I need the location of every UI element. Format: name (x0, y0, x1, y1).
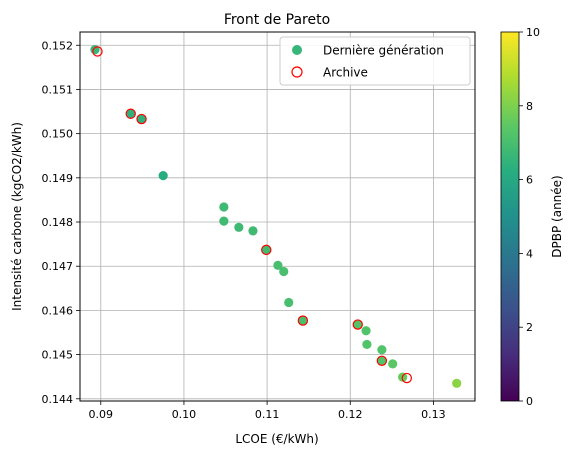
colorbar-tick-label: 2 (526, 321, 533, 334)
legend: Dernière génération Archive (279, 36, 471, 86)
legend-marker-archive (291, 66, 303, 78)
y-axis-ticks: 0.144 0.145 0.146 0.147 0.148 0.149 0.150 0.151… (42, 39, 80, 406)
data-point-archive (136, 113, 147, 125)
data-point-derniere-generation (284, 297, 294, 308)
colorbar-tick-label: 0 (526, 395, 533, 408)
x-tick-label: 0.13 (421, 408, 446, 421)
data-point-derniere-generation (452, 378, 462, 388)
data-point-derniere-generation (219, 216, 229, 226)
grid-lines (80, 32, 475, 401)
y-tick-label: 0.149 (42, 172, 74, 185)
data-point-archive (401, 372, 413, 384)
colorbar-tick-label: 8 (526, 100, 533, 113)
legend-box (279, 36, 471, 86)
y-tick-label: 0.147 (42, 260, 74, 273)
colorbar-tick-label: 6 (526, 174, 533, 187)
y-tick-label: 0.148 (42, 216, 74, 229)
plot-frame (79, 31, 476, 402)
data-point-archive (376, 355, 388, 366)
y-tick-label: 0.146 (42, 304, 74, 317)
y-tick-label: 0.151 (42, 83, 74, 96)
series-archive (92, 46, 413, 384)
data-point-derniere-generation (377, 345, 387, 355)
data-point-derniere-generation (362, 339, 372, 350)
data-point-archive (261, 244, 272, 256)
data-point-derniere-generation (158, 171, 168, 181)
x-tick-label: 0.12 (338, 408, 363, 421)
data-point-derniere-generation (273, 260, 283, 270)
y-tick-label: 0.152 (42, 39, 74, 52)
x-axis-label: LCOE (€/kWh) (235, 432, 318, 446)
colorbar (500, 31, 520, 402)
series-derniere-generation (90, 45, 462, 388)
x-tick-label: 0.10 (172, 408, 197, 421)
y-tick-label: 0.144 (42, 393, 74, 406)
data-point-derniere-generation (388, 359, 398, 369)
data-point-archive (297, 315, 309, 326)
y-tick-label: 0.145 (42, 349, 74, 362)
legend-marker-derniere-generation (292, 45, 302, 55)
chart-title: Front de Pareto (224, 12, 330, 28)
data-point-derniere-generation (126, 109, 136, 119)
data-point-archive (125, 108, 136, 119)
data-point-derniere-generation (279, 266, 289, 277)
data-point-derniere-generation (377, 356, 387, 366)
data-point-derniere-generation (361, 326, 371, 336)
y-axis-label: Intensité carbone (kgCO2/kWh) (10, 122, 24, 311)
data-point-derniere-generation (219, 202, 229, 212)
y-tick-label: 0.150 (42, 128, 74, 141)
x-tick-label: 0.11 (255, 408, 280, 421)
x-axis-ticks: 0.09 0.10 0.11 0.12 0.13 (89, 401, 446, 421)
data-point-derniere-generation (298, 315, 308, 326)
data-point-derniere-generation (261, 245, 271, 255)
data-point-derniere-generation (234, 222, 244, 232)
colorbar-tick-label: 10 (526, 26, 540, 39)
colorbar-tick-label: 4 (526, 247, 533, 260)
data-point-derniere-generation (136, 114, 147, 124)
legend-label-derniere-generation: Dernière génération (323, 44, 444, 58)
data-point-derniere-generation (353, 319, 363, 330)
colorbar-ticks: 0 2 4 6 8 10 (519, 26, 540, 408)
x-tick-label: 0.09 (89, 408, 114, 421)
data-point-archive (92, 46, 103, 57)
data-point-archive (352, 319, 363, 330)
data-point-derniere-generation (248, 226, 258, 236)
legend-label-archive: Archive (323, 66, 368, 80)
colorbar-label: DPBP (année) (550, 175, 564, 257)
